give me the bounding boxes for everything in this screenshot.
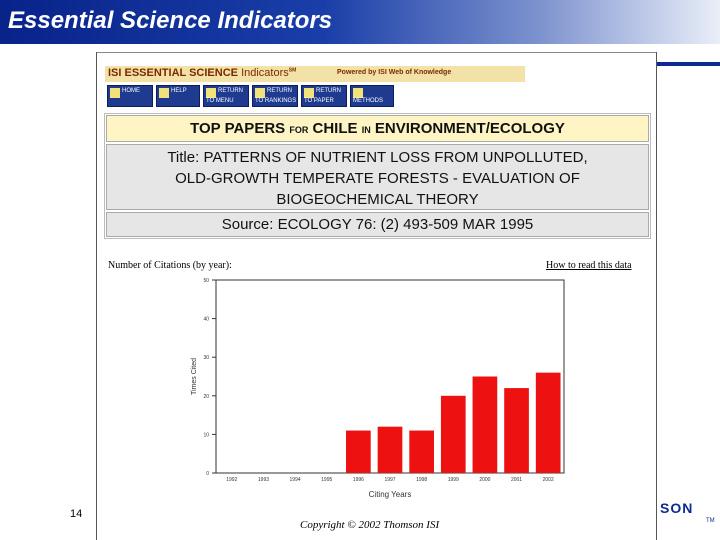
y-tick-label: 20 <box>203 394 209 400</box>
top-papers-heading: TOP PAPERS FOR CHILE IN ENVIRONMENT/ECOL… <box>106 115 649 142</box>
how-to-read-link[interactable]: How to read this data <box>546 260 632 271</box>
x-tick-label: 1996 <box>353 477 364 483</box>
paper-title: Title: PATTERNS OF NUTRIENT LOSS FROM UN… <box>106 144 649 210</box>
home-icon <box>110 88 120 98</box>
bar <box>504 388 529 473</box>
y-tick-label: 50 <box>203 278 209 284</box>
paper-icon <box>304 88 314 98</box>
x-tick-label: 1992 <box>226 477 237 483</box>
paper-source: Source: ECOLOGY 76: (2) 493-509 MAR 1995 <box>106 212 649 237</box>
brand-logo: SON <box>660 500 694 516</box>
bar <box>377 426 403 473</box>
isi-banner: ISI ESSENTIAL SCIENCE IndicatorsSM Power… <box>105 66 525 82</box>
x-tick-label: 1994 <box>290 477 301 483</box>
y-tick-label: 0 <box>206 471 209 477</box>
isi-banner-title: ISI ESSENTIAL SCIENCE IndicatorsSM <box>108 67 297 79</box>
bar <box>409 430 434 473</box>
x-tick-label: 1993 <box>258 477 269 483</box>
return-to-paper-button[interactable]: RETURN TO PAPER <box>301 85 347 107</box>
screenshot-frame-left <box>96 52 97 540</box>
citations-chart: 0 10 20 30 40 50 1992 1993 1994 1995 1996 1997 1998 1… <box>191 278 565 499</box>
bar <box>440 395 466 473</box>
x-tick-label: 1998 <box>416 477 427 483</box>
help-icon <box>159 88 169 98</box>
bar <box>535 372 561 473</box>
methods-icon <box>353 88 363 98</box>
powered-by-text: Powered by ISI Web of Knowledge <box>337 69 452 76</box>
brand-strip <box>657 62 720 66</box>
home-button[interactable]: HOME <box>107 85 153 107</box>
screenshot-frame-top <box>96 52 657 53</box>
brand-trademark: TM <box>706 518 715 524</box>
methods-button[interactable]: METHODS <box>350 85 394 107</box>
paper-header-frame <box>104 113 651 239</box>
bar <box>346 430 371 473</box>
x-tick-label: 1995 <box>321 477 332 483</box>
x-tick-label: 2002 <box>543 477 554 483</box>
rankings-icon <box>255 88 265 98</box>
x-tick-label: 1997 <box>384 477 395 483</box>
y-tick-label: 40 <box>203 317 209 323</box>
help-button[interactable]: HELP <box>156 85 200 107</box>
y-tick-label: 10 <box>203 432 209 438</box>
x-tick-label: 1999 <box>448 477 459 483</box>
menu-icon <box>206 88 216 98</box>
x-tick-label: 2000 <box>479 477 490 483</box>
return-to-menu-button[interactable]: RETURN TO MENU <box>203 85 249 107</box>
screenshot-frame-right <box>656 52 657 540</box>
slide-number: 14 <box>70 508 83 520</box>
slide-title-bar: Essential Science Indicators <box>0 0 720 44</box>
citations-label: Number of Citations (by year): <box>108 260 232 271</box>
return-to-rankings-button[interactable]: RETURN TO RANKINGS <box>252 85 298 107</box>
copyright-text: Copyright © 2002 Thomson ISI <box>300 519 440 531</box>
y-tick-label: 30 <box>203 355 209 361</box>
y-axis-label: Times Cited <box>191 358 198 395</box>
x-axis-label: Citing Years <box>369 490 412 499</box>
slide-title: Essential Science Indicators <box>8 7 333 34</box>
bar <box>472 376 498 473</box>
x-tick-label: 2001 <box>511 477 522 483</box>
